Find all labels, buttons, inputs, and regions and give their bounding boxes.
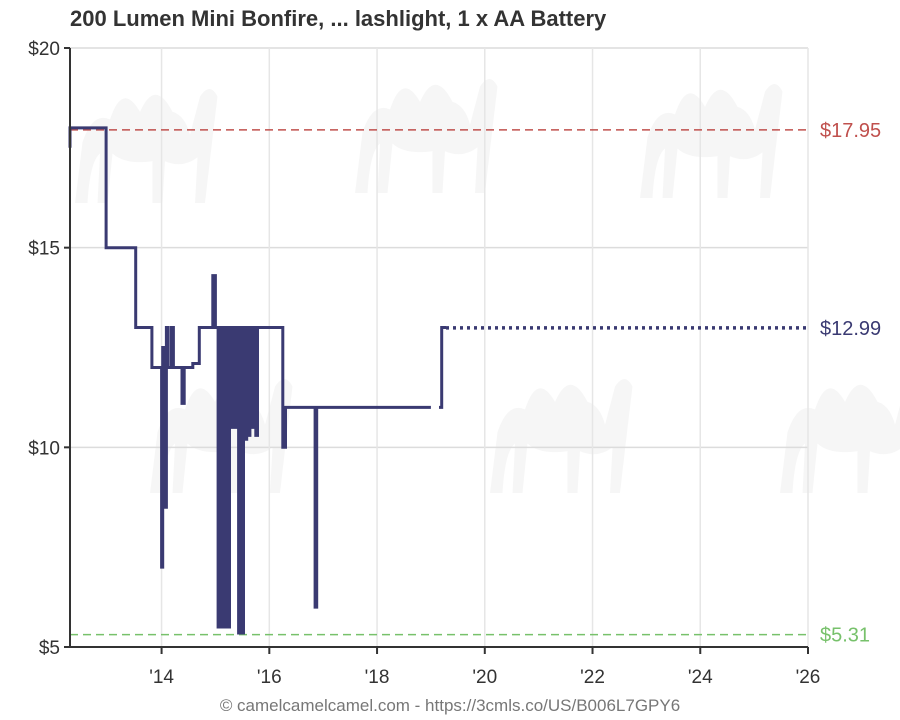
y-tick-label-2: $15 <box>28 239 60 260</box>
camel-watermark <box>75 79 900 493</box>
y-tick-label-0: $5 <box>39 638 60 659</box>
x-tick-label-4: '22 <box>580 667 605 688</box>
x-tick-label-5: '24 <box>688 667 713 688</box>
y-tick-label-1: $10 <box>28 438 60 459</box>
x-tick-label-3: '20 <box>472 667 497 688</box>
x-tick-label-0: '14 <box>149 667 174 688</box>
camel-watermark-0 <box>75 89 218 203</box>
reference-label-0: $17.95 <box>820 120 881 142</box>
y-tick-label-3: $20 <box>28 39 60 60</box>
reference-lines <box>70 129 808 636</box>
axes <box>64 47 809 654</box>
chart-title: 200 Lumen Mini Bonfire, ... lashlight, 1… <box>70 6 607 31</box>
camel-watermark-5 <box>780 379 900 493</box>
price-line-0 <box>68 126 431 635</box>
current-price-label: $12.99 <box>820 318 881 340</box>
x-tick-label-1: '16 <box>257 667 282 688</box>
camel-watermark-4 <box>490 379 633 493</box>
grid-lines <box>70 47 809 648</box>
axis-labels: $5 $10 $15 $20 '14 '16 '18 '20 '22 '24 '26 $17.95 $5… <box>28 39 881 688</box>
footer-credit: © camelcamelcamel.com - https://3cmls.co… <box>219 696 681 715</box>
price-series <box>68 126 808 635</box>
x-tick-label-2: '18 <box>365 667 390 688</box>
camel-watermark-2 <box>640 84 783 198</box>
reference-label-1: $5.31 <box>820 625 870 647</box>
x-tick-label-6: '26 <box>796 667 821 688</box>
price-line-1 <box>439 326 446 409</box>
